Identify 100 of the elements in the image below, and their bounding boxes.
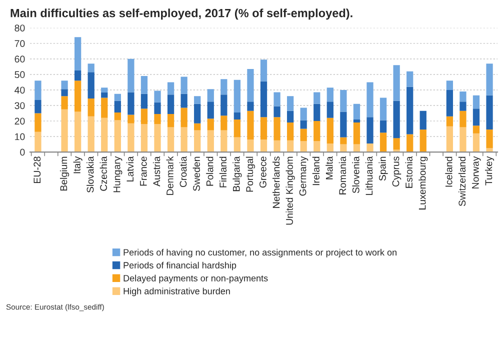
bar — [140, 94, 148, 109]
bar — [207, 89, 214, 102]
bar — [154, 90, 161, 102]
bar — [446, 80, 454, 90]
bar — [446, 126, 454, 152]
x-tick-label: Switzerland — [458, 156, 466, 206]
bar — [380, 120, 387, 133]
bar — [286, 110, 294, 123]
bar — [460, 92, 466, 102]
x-tick-label: Slovenia — [352, 156, 360, 194]
bar — [406, 71, 414, 87]
x-tick-label: Lithuania — [365, 156, 373, 195]
bar — [486, 148, 493, 152]
bar — [128, 114, 134, 124]
y-tick-label: 50 — [14, 71, 25, 78]
x-tick-label: Spain — [378, 156, 388, 181]
bar — [140, 124, 148, 152]
bar — [101, 98, 108, 118]
bar — [340, 144, 347, 152]
bar — [101, 88, 108, 92]
x-tick-label: Netherlands — [272, 156, 280, 208]
x-tick-label: Czechia — [100, 156, 107, 191]
bar — [88, 98, 94, 116]
bar — [353, 104, 360, 120]
bar — [154, 102, 161, 114]
bar — [234, 80, 241, 112]
bar — [114, 120, 121, 152]
bar — [420, 110, 426, 130]
bar — [340, 137, 347, 144]
bar — [220, 130, 228, 152]
bar — [393, 138, 400, 150]
bar — [194, 123, 201, 130]
x-tick-label: Sweden — [192, 156, 200, 191]
bar — [366, 82, 374, 118]
bar — [140, 108, 148, 124]
bar — [340, 112, 347, 138]
bar — [207, 102, 214, 119]
x-tick-label: Norway — [472, 156, 481, 188]
bar — [234, 137, 241, 152]
bar — [234, 119, 241, 138]
bar — [74, 112, 82, 152]
bar — [167, 114, 174, 128]
bar — [366, 117, 374, 144]
x-tick-label: Estonia — [405, 156, 412, 188]
bar — [61, 109, 68, 152]
bar — [194, 130, 201, 152]
bar — [472, 95, 480, 109]
y-tick-label: 60 — [14, 56, 25, 63]
bar — [366, 144, 374, 152]
bar — [61, 89, 68, 96]
bar — [247, 69, 254, 102]
bar — [260, 81, 268, 118]
x-tick-label: Finland — [219, 156, 227, 188]
bar — [247, 110, 254, 140]
bar — [220, 116, 228, 130]
bar — [194, 96, 201, 104]
bar — [74, 70, 82, 81]
legend-label: High administrative burden — [124, 288, 230, 296]
bar — [300, 141, 307, 152]
x-tick-label: EU-28 — [34, 156, 41, 183]
bar — [326, 118, 334, 144]
bar — [247, 102, 254, 111]
x-tick-label: Ireland — [312, 156, 320, 186]
bar — [314, 121, 320, 142]
bar — [260, 140, 268, 152]
legend-label: Periods of having no customer, no assignments or project to work on — [124, 248, 396, 258]
y-tick-label: 40 — [14, 86, 25, 94]
x-tick-label: France — [140, 156, 147, 186]
bar — [274, 92, 280, 106]
bar — [74, 37, 82, 71]
bar — [180, 127, 188, 152]
x-tick-label: Belgium — [60, 156, 70, 191]
x-tick-label: Latvia — [126, 156, 134, 182]
y-tick-label: 20 — [14, 118, 25, 125]
bar — [247, 140, 254, 152]
bar — [406, 86, 414, 134]
bar — [207, 130, 214, 152]
bar — [286, 96, 294, 111]
x-tick-label: Hungary — [113, 156, 122, 192]
bar — [167, 127, 174, 152]
bar — [274, 106, 280, 118]
bar — [460, 102, 466, 111]
bar — [207, 118, 214, 130]
bar — [300, 128, 307, 142]
x-tick-label: Croatia — [180, 156, 187, 188]
legend-label: Periods of financial hardship — [124, 262, 236, 270]
x-tick-label: Luxembourg — [418, 156, 428, 210]
bar — [380, 132, 387, 152]
x-tick-label: Austria — [152, 156, 160, 186]
bar — [326, 144, 334, 152]
bar — [114, 100, 121, 112]
bar — [101, 92, 108, 98]
bar — [353, 122, 360, 144]
x-tick-label: Slovakia — [86, 156, 94, 193]
bar — [180, 94, 188, 108]
bar — [194, 104, 201, 124]
bar — [274, 117, 280, 140]
bar — [128, 123, 134, 152]
bar — [446, 90, 454, 116]
bar — [101, 118, 108, 152]
